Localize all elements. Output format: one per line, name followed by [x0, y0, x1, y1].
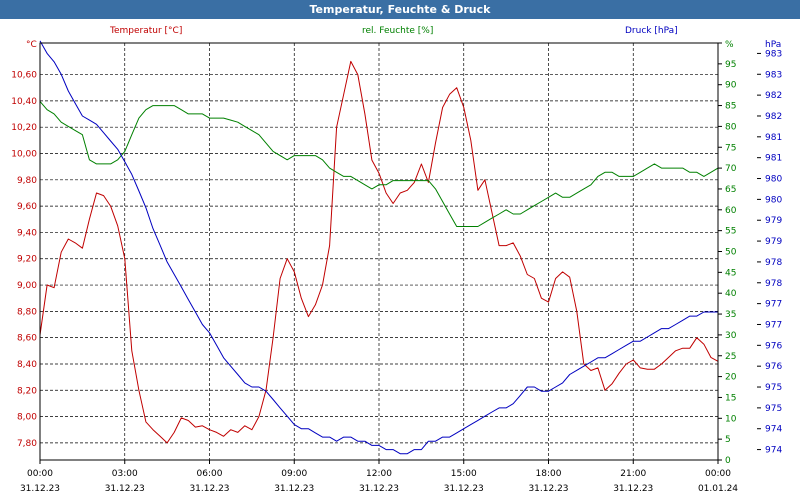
temperature-tick-label: 10,20 — [11, 123, 37, 133]
humidity-tick-label: 75 — [725, 143, 736, 153]
x-tick-time: 00:00 — [705, 469, 731, 479]
pressure-tick-label: 978 — [765, 258, 782, 268]
pressure-tick-label: 974 — [765, 425, 782, 435]
pressure-tick-label: 977 — [765, 300, 782, 310]
x-tick-date: 31.12.23 — [528, 484, 568, 494]
x-tick-date: 01.01.24 — [698, 484, 738, 494]
temperature-tick-label: 9,80 — [17, 176, 37, 186]
series-line-temperature — [39, 60, 719, 444]
temperature-tick-label: 9,20 — [17, 255, 37, 265]
x-tick-time: 12:00 — [366, 469, 392, 479]
humidity-tick-label: 10 — [725, 414, 737, 424]
pressure-tick-label: 980 — [765, 195, 782, 205]
humidity-tick-label: 40 — [725, 289, 737, 299]
x-tick-time: 09:00 — [281, 469, 307, 479]
humidity-tick-label: 25 — [725, 352, 736, 362]
pressure-tick-label: 976 — [765, 341, 782, 351]
pressure-tick-label: 974 — [765, 446, 782, 456]
pressure-tick-label: 977 — [765, 320, 782, 330]
humidity-tick-label: 15 — [725, 393, 736, 403]
pressure-tick-label: 979 — [765, 237, 782, 247]
series-line-pressure — [39, 40, 718, 455]
pressure-tick-label: 982 — [765, 91, 782, 101]
x-tick-date: 31.12.23 — [444, 484, 484, 494]
x-tick-time: 00:00 — [27, 469, 53, 479]
humidity-tick-label: 85 — [725, 102, 736, 112]
legend-humidity: rel. Feuchte [%] — [362, 26, 433, 36]
humidity-tick-label: 80 — [725, 122, 737, 132]
x-tick-date: 31.12.23 — [613, 484, 653, 494]
x-tick-time: 03:00 — [112, 469, 138, 479]
temperature-tick-label: 8,40 — [17, 360, 37, 370]
chart-title: Temperatur, Feuchte & Druck — [0, 0, 800, 19]
humidity-tick-label: 90 — [725, 81, 737, 91]
pressure-tick-label: 980 — [765, 175, 782, 185]
pressure-tick-label: 978 — [765, 279, 782, 289]
series-layer — [39, 40, 719, 455]
humidity-tick-label: 50 — [725, 248, 737, 258]
temperature-tick-label: 8,00 — [17, 413, 37, 423]
x-tick-date: 31.12.23 — [105, 484, 145, 494]
temperature-tick-label: 9,60 — [17, 202, 37, 212]
temperature-axis-unit: °C — [26, 40, 37, 50]
humidity-tick-label: 70 — [725, 164, 737, 174]
pressure-tick-label: 979 — [765, 216, 782, 226]
x-tick-date: 31.12.23 — [274, 484, 314, 494]
temperature-tick-label: 8,20 — [17, 386, 37, 396]
humidity-axis-unit: % — [725, 40, 734, 50]
x-tick-time: 21:00 — [620, 469, 646, 479]
temperature-tick-label: 8,80 — [17, 307, 37, 317]
temperature-tick-label: 10,60 — [11, 71, 37, 81]
temperature-tick-label: 8,60 — [17, 334, 37, 344]
humidity-tick-label: 60 — [725, 206, 737, 216]
humidity-tick-label: 30 — [725, 331, 737, 341]
x-tick-time: 06:00 — [197, 469, 223, 479]
temperature-tick-label: 7,80 — [17, 439, 37, 449]
legend-temperature: Temperatur [°C] — [109, 26, 182, 36]
humidity-tick-label: 45 — [725, 268, 736, 278]
temperature-tick-label: 10,40 — [11, 97, 37, 107]
series-line-humidity — [39, 101, 719, 227]
pressure-axis-unit: hPa — [765, 40, 781, 50]
temperature-tick-label: 10,00 — [11, 149, 37, 159]
pressure-tick-label: 981 — [765, 133, 782, 143]
axis-layer: 10,60 10,40 10,20 10,00 9,80 9,60 9,40 9,20 9,00… — [11, 42, 782, 494]
grid — [40, 43, 718, 460]
pressure-tick-label: 975 — [765, 383, 782, 393]
pressure-tick-label: 976 — [765, 362, 782, 372]
pressure-tick-label: 983 — [765, 49, 782, 59]
humidity-tick-label: 5 — [725, 435, 731, 445]
x-tick-date: 31.12.23 — [189, 484, 229, 494]
humidity-tick-label: 20 — [725, 373, 737, 383]
pressure-tick-label: 983 — [765, 70, 782, 80]
humidity-tick-label: 65 — [725, 185, 736, 195]
temperature-tick-label: 9,40 — [17, 228, 37, 238]
pressure-tick-label: 982 — [765, 112, 782, 122]
x-tick-date: 31.12.23 — [359, 484, 399, 494]
temperature-tick-label: 9,00 — [17, 281, 37, 291]
humidity-tick-label: 35 — [725, 310, 736, 320]
x-tick-time: 18:00 — [536, 469, 562, 479]
pressure-tick-label: 975 — [765, 404, 782, 414]
x-tick-date: 31.12.23 — [20, 484, 60, 494]
humidity-tick-label: 55 — [725, 227, 736, 237]
chart-area: 10,60 10,40 10,20 10,00 9,80 9,60 9,40 9,20 9,00… — [11, 26, 782, 494]
legend-pressure: Druck [hPa] — [625, 26, 678, 36]
pressure-tick-label: 981 — [765, 154, 782, 164]
humidity-tick-label: 95 — [725, 60, 736, 70]
humidity-tick-label: 0 — [725, 456, 731, 466]
x-tick-time: 15:00 — [451, 469, 477, 479]
